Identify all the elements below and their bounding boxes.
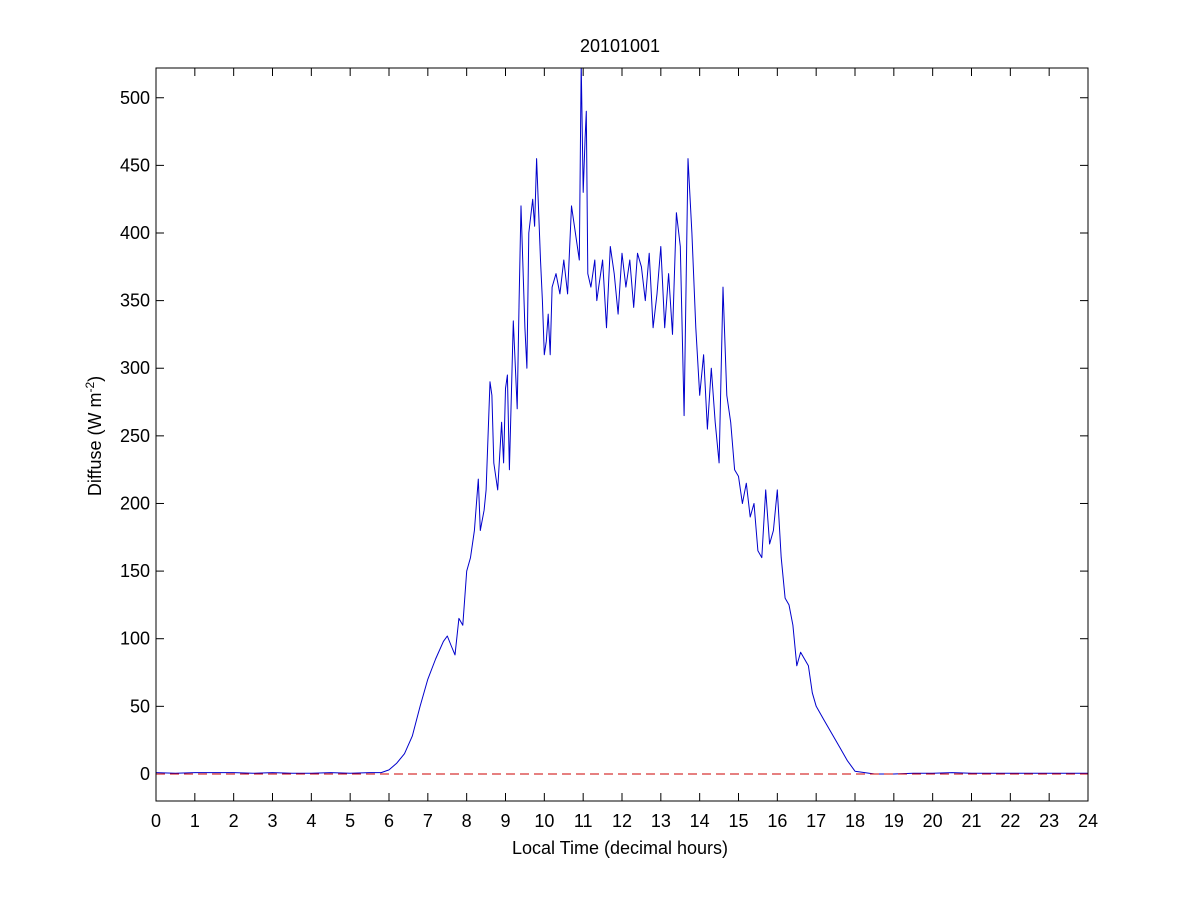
y-axis-label-tail: ) (85, 376, 105, 382)
y-tick-label: 500 (120, 88, 150, 108)
x-tick-label: 9 (500, 811, 510, 831)
series-layer (156, 68, 1088, 775)
x-tick-label: 22 (1000, 811, 1020, 831)
chart-title: 20101001 (580, 36, 660, 56)
x-tick-label: 17 (806, 811, 826, 831)
x-tick-label: 11 (574, 811, 593, 831)
axis-ticks (155, 68, 1089, 801)
x-tick-label: 18 (845, 811, 865, 831)
x-axis-label: Local Time (decimal hours) (512, 838, 728, 858)
x-tick-label: 8 (462, 811, 472, 831)
y-tick-label: 100 (120, 629, 150, 649)
y-tick-labels: 0 50 100 150 200 250 300 350 400 450 500 (120, 88, 150, 784)
x-tick-label: 20 (923, 811, 943, 831)
x-tick-label: 2 (229, 811, 239, 831)
x-tick-label: 6 (384, 811, 394, 831)
x-tick-label: 12 (612, 811, 632, 831)
diffuse-radiation-line (156, 68, 1088, 775)
y-tick-label: 250 (120, 426, 150, 446)
y-tick-label: 50 (130, 696, 150, 716)
y-tick-label: 450 (120, 155, 150, 175)
x-tick-label: 19 (884, 811, 904, 831)
y-tick-label: 350 (120, 291, 150, 311)
x-tick-label: 24 (1078, 811, 1098, 831)
x-tick-label: 13 (651, 811, 671, 831)
y-axis-label: Diffuse (W m-2) (83, 376, 105, 496)
y-tick-label: 150 (120, 561, 150, 581)
x-tick-label: 23 (1039, 811, 1059, 831)
plot-frame (155, 67, 1089, 802)
x-tick-label: 10 (534, 811, 554, 831)
x-tick-label: 7 (423, 811, 433, 831)
x-tick-label: 4 (306, 811, 316, 831)
x-tick-label: 14 (690, 811, 710, 831)
y-tick-label: 200 (120, 493, 150, 513)
y-tick-label: 300 (120, 358, 150, 378)
x-tick-label: 1 (190, 811, 200, 831)
x-tick-label: 0 (151, 811, 161, 831)
y-tick-label: 400 (120, 223, 150, 243)
x-tick-label: 3 (267, 811, 277, 831)
x-tick-label: 21 (961, 811, 981, 831)
y-tick-label: 0 (140, 764, 150, 784)
x-tick-label: 5 (345, 811, 355, 831)
x-tick-labels: 0 1 2 3 4 5 6 7 8 9 10 11 12 13 14 15 16 17 18 19 20 21 22 23 24 (151, 811, 1098, 831)
x-tick-label: 16 (767, 811, 787, 831)
x-tick-label: 15 (728, 811, 748, 831)
y-axis-label-main: Diffuse (W m (85, 392, 105, 496)
y-axis-label-superscript: -2 (83, 381, 97, 392)
